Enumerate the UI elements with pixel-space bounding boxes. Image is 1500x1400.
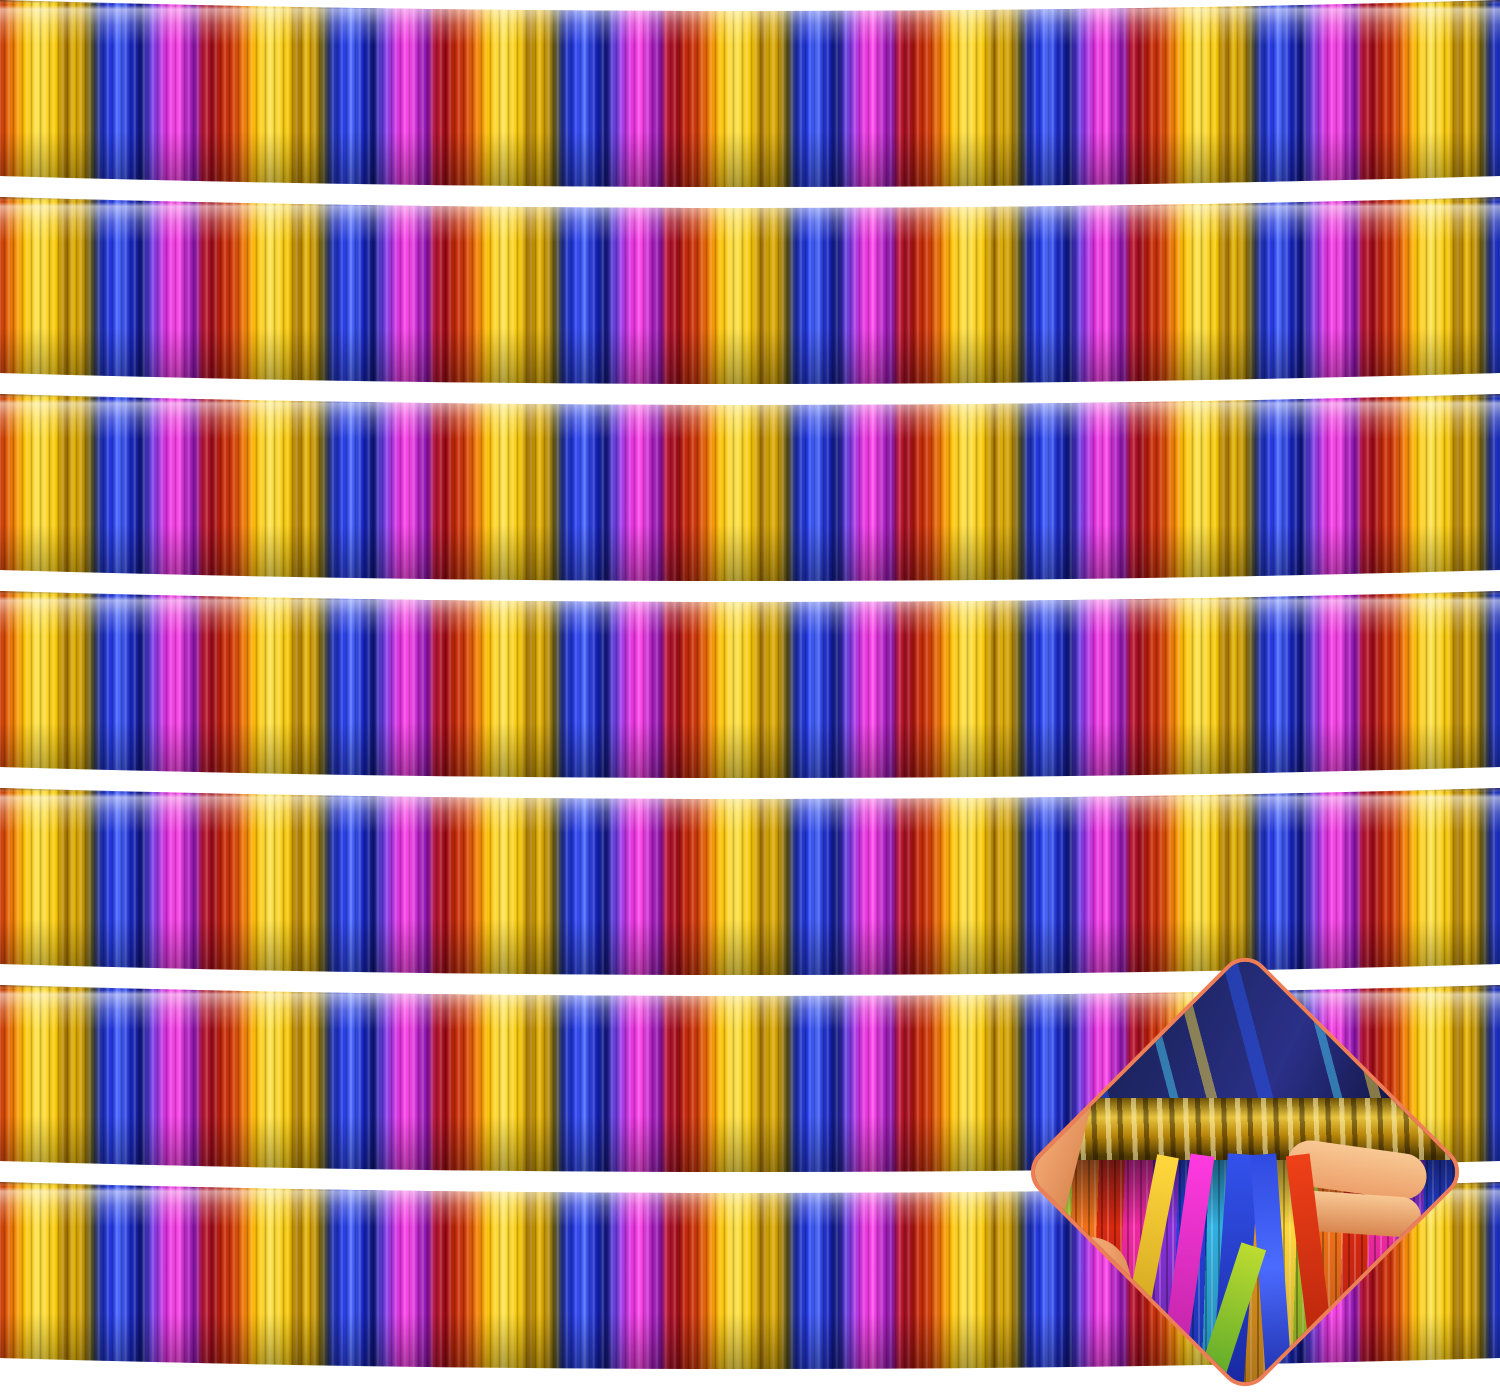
row-shine-shading <box>0 0 1500 187</box>
garland-row-3 <box>0 394 1500 581</box>
garland-row-5 <box>0 788 1500 975</box>
row-shine-shading <box>0 394 1500 581</box>
garland-row-1 <box>0 0 1500 187</box>
garland-row-2 <box>0 197 1500 384</box>
garland-row-4 <box>0 591 1500 778</box>
row-shine-shading <box>0 788 1500 975</box>
row-shine-shading <box>0 197 1500 384</box>
row-shine-shading <box>0 591 1500 778</box>
